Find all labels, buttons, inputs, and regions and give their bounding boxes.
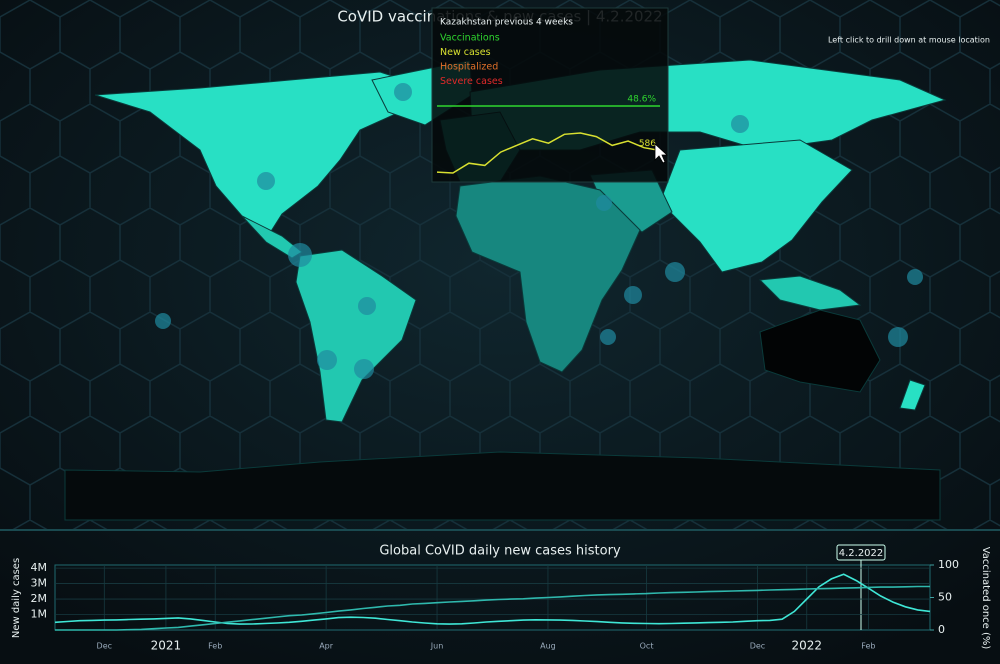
y2-tick-label: 0 — [938, 623, 945, 636]
new-zealand[interactable] — [899, 379, 926, 411]
y2-tick-label: 50 — [938, 591, 952, 604]
bubble — [888, 327, 908, 347]
x-tick-label: Aug — [540, 642, 556, 651]
x-tick-label: Dec — [750, 642, 765, 651]
bubble — [665, 262, 685, 282]
y-tick-label: 1M — [31, 608, 48, 621]
bubble — [600, 329, 616, 345]
bubble — [596, 195, 612, 211]
x-tick-label: Jun — [430, 642, 444, 651]
date-marker-box — [836, 544, 886, 561]
mini-value-label: 48.6% — [627, 95, 656, 105]
series-line — [55, 585, 930, 631]
bubble — [731, 115, 749, 133]
tooltip-box — [431, 7, 669, 183]
bubble — [394, 83, 412, 101]
australia[interactable] — [759, 309, 881, 393]
se-asia[interactable] — [758, 275, 862, 311]
bubble — [358, 297, 376, 315]
south-america[interactable] — [295, 249, 417, 423]
north-america[interactable] — [94, 71, 432, 237]
x-tick-label: 2022 — [791, 639, 822, 653]
y2-axis-label: Vaccinated once (%) — [980, 547, 991, 650]
bubble — [624, 286, 642, 304]
y2-tick-label: 100 — [938, 558, 959, 571]
bubble — [354, 359, 374, 379]
tooltip: Kazakhstan previous 4 weeks Vaccinations… — [431, 7, 669, 183]
y-tick-label: 3M — [31, 577, 48, 590]
asia[interactable] — [659, 139, 853, 273]
hint: Left click to drill down at mouse locati… — [828, 36, 990, 45]
bubble — [257, 172, 275, 190]
bubble — [317, 350, 337, 370]
x-tick-label: 2021 — [151, 639, 182, 653]
tooltip-title: Kazakhstan previous 4 weeks — [440, 18, 573, 28]
mini-line — [436, 132, 661, 174]
x-tick-label: Apr — [319, 642, 334, 651]
bubble — [155, 313, 171, 329]
x-tick-label: Oct — [640, 642, 654, 651]
map-bubbles — [155, 83, 923, 379]
series-line — [54, 573, 931, 625]
legend-entry: Hospitalized — [440, 62, 498, 73]
x-tick-label: Dec — [97, 642, 112, 651]
mini-value-label: 586 — [639, 139, 656, 149]
history-title: Global CoVID daily new cases history — [379, 544, 621, 559]
y-tick-label: 2M — [31, 592, 48, 605]
y-axis-label: New daily cases — [11, 558, 22, 638]
bubble — [907, 269, 923, 285]
legend-entry: New cases — [440, 47, 491, 58]
bubble — [288, 243, 312, 267]
antarctica — [64, 451, 941, 521]
legend-entry: Severe cases — [440, 76, 503, 87]
date-marker-label: 4.2.2022 — [839, 548, 884, 559]
legend-entry: Vaccinations — [440, 33, 500, 44]
x-tick-label: Feb — [861, 642, 875, 651]
cursor — [654, 143, 669, 164]
x-tick-label: Feb — [208, 642, 222, 651]
y-tick-label: 4M — [31, 561, 48, 574]
